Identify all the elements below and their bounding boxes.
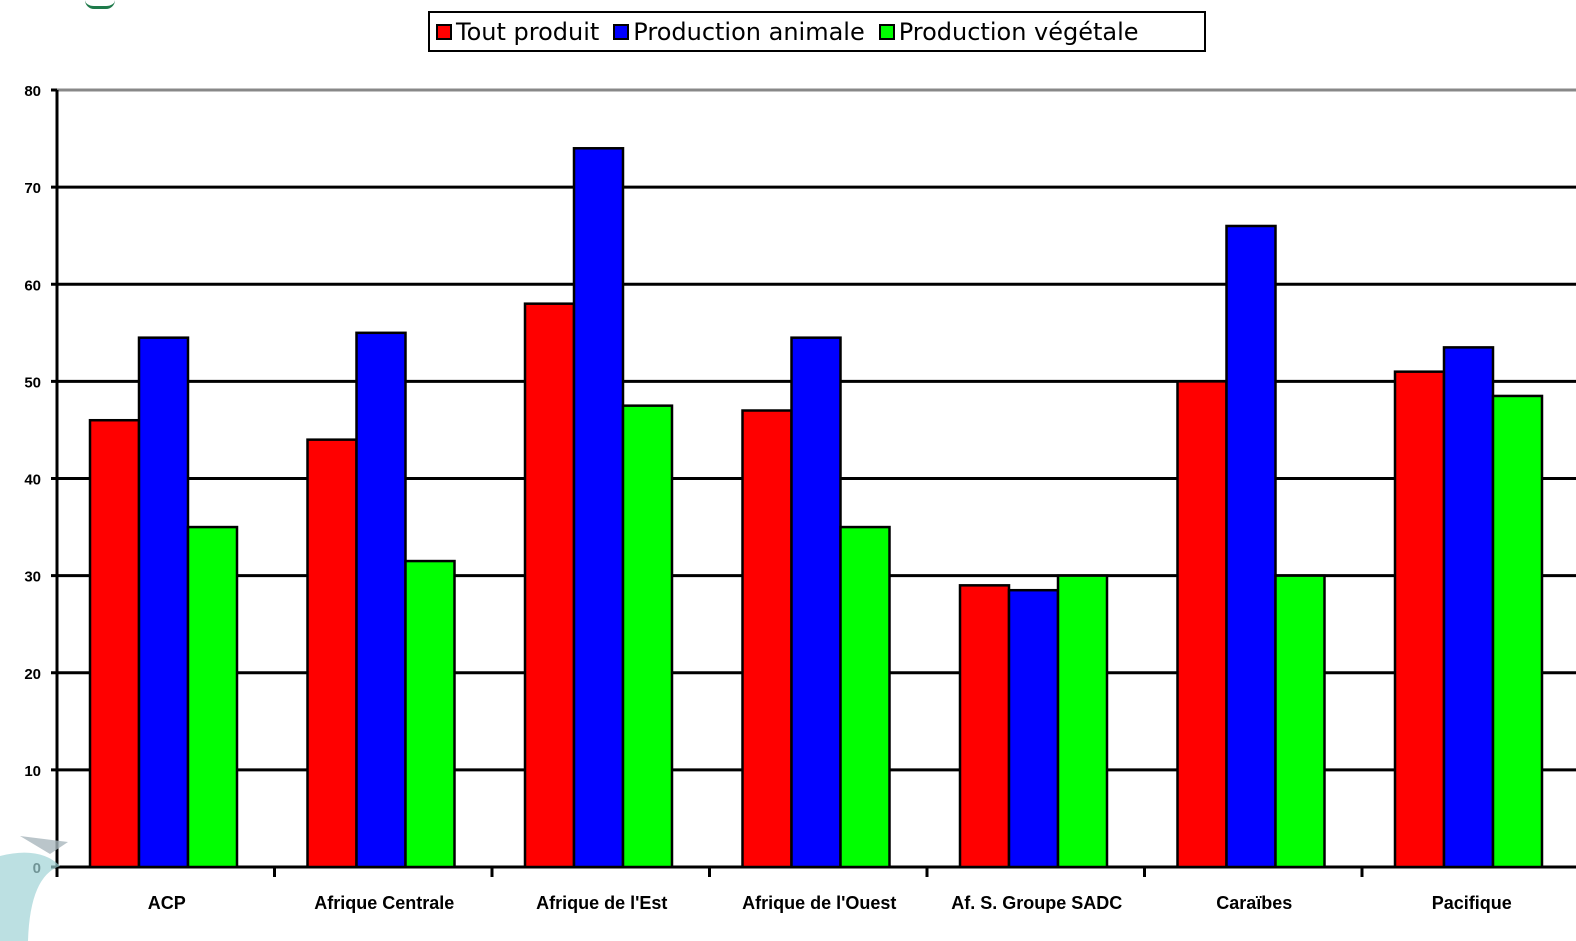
bar bbox=[1274, 574, 1326, 869]
bar bbox=[88, 418, 141, 869]
legend-item-tout-produit: Tout produit bbox=[436, 18, 599, 46]
bar bbox=[741, 409, 793, 869]
x-category-label: ACP bbox=[148, 893, 186, 913]
y-tick-label: 20 bbox=[24, 666, 41, 683]
y-tick-label: 60 bbox=[24, 277, 41, 294]
bar bbox=[839, 525, 891, 869]
bar bbox=[1176, 380, 1228, 869]
bar bbox=[404, 559, 456, 869]
y-tick-label: 40 bbox=[24, 472, 41, 489]
bar bbox=[621, 404, 674, 869]
bar bbox=[523, 302, 576, 869]
x-category-label: Afrique de l'Ouest bbox=[742, 893, 896, 913]
bar bbox=[1056, 574, 1109, 869]
bar bbox=[355, 331, 407, 869]
bar bbox=[572, 147, 625, 869]
legend-item-production-vegetale: Production végétale bbox=[878, 17, 1139, 46]
x-category-label: Afrique Centrale bbox=[314, 893, 454, 913]
partial-logo-top bbox=[85, 0, 115, 9]
y-tick-label: 70 bbox=[24, 180, 41, 197]
legend-swatch-green bbox=[878, 23, 895, 40]
bar bbox=[137, 336, 190, 869]
legend-label: Production animale bbox=[633, 17, 865, 46]
bar bbox=[1393, 370, 1446, 869]
y-tick-label: 10 bbox=[24, 763, 41, 780]
bar bbox=[306, 438, 358, 869]
legend-swatch-red bbox=[436, 23, 452, 40]
bar bbox=[186, 525, 239, 869]
y-tick-label: 50 bbox=[24, 374, 41, 391]
legend-swatch-blue bbox=[613, 23, 630, 40]
y-tick-label: 80 bbox=[24, 83, 41, 100]
bar bbox=[1007, 588, 1060, 869]
bar bbox=[790, 336, 842, 869]
x-category-label: Pacifique bbox=[1432, 893, 1512, 913]
legend-item-production-animale: Production animale bbox=[613, 17, 865, 46]
x-category-label: Caraïbes bbox=[1216, 893, 1292, 913]
legend-label: Tout produit bbox=[456, 17, 600, 46]
x-category-label: Afrique de l'Est bbox=[536, 893, 667, 913]
bar bbox=[1442, 346, 1495, 869]
legend-label: Production végétale bbox=[898, 17, 1139, 46]
x-category-label: Af. S. Groupe SADC bbox=[951, 893, 1122, 913]
bar bbox=[1225, 224, 1277, 869]
chart-legend: Tout produit Production animale Producti… bbox=[428, 11, 1206, 52]
globe-logo-icon bbox=[0, 836, 68, 941]
y-tick-label: 30 bbox=[24, 569, 41, 586]
bar bbox=[1491, 394, 1544, 869]
bar bbox=[958, 584, 1011, 869]
